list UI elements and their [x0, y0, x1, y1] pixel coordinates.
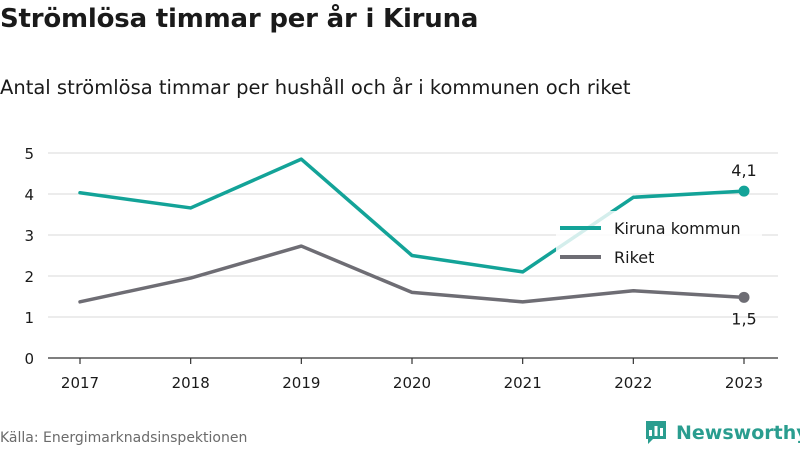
- x-tick-label: 2019: [282, 374, 320, 392]
- y-tick-label: 4: [24, 186, 34, 204]
- source-note: Källa: Energimarknadsinspektionen: [0, 430, 248, 446]
- end-value-label: 4,1: [731, 161, 756, 180]
- legend-label: Riket: [614, 248, 654, 267]
- x-tick-label: 2021: [504, 374, 542, 392]
- x-tick-label: 2017: [61, 374, 99, 392]
- chart-bars-icon: [646, 421, 666, 444]
- chart-subtitle: Antal strömlösa timmar per hushåll och å…: [0, 76, 631, 99]
- y-tick-label: 2: [24, 268, 34, 286]
- series-line-riket: [78, 244, 746, 304]
- series-line-kiruna: [78, 157, 746, 274]
- y-tick-label: 5: [24, 145, 34, 163]
- y-tick-label: 3: [24, 227, 34, 245]
- end-value-label: 1,5: [731, 309, 756, 328]
- end-point-marker: [738, 185, 750, 197]
- end-point-marker: [738, 291, 750, 303]
- legend-label: Kiruna kommun: [614, 219, 741, 238]
- y-tick-label: 1: [24, 309, 34, 327]
- brand-name: Newsworthy: [676, 422, 800, 444]
- y-tick-label: 0: [24, 350, 34, 368]
- x-tick-label: 2018: [172, 374, 210, 392]
- chart-title: Strömlösa timmar per år i Kiruna: [0, 4, 479, 34]
- legend-backdrop: [556, 211, 762, 275]
- x-tick-label: 2023: [725, 374, 763, 392]
- x-tick-label: 2022: [614, 374, 652, 392]
- x-tick-label: 2020: [393, 374, 431, 392]
- brand-logo: Newsworthy: [644, 420, 800, 446]
